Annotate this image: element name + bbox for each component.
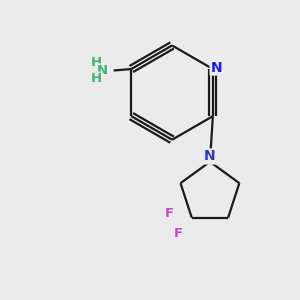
Text: F: F [165,207,174,220]
Text: N: N [211,61,222,75]
Text: F: F [174,227,183,240]
Text: N: N [204,149,216,164]
Text: H: H [90,56,101,69]
Text: H: H [90,72,101,85]
Text: N: N [96,64,107,77]
